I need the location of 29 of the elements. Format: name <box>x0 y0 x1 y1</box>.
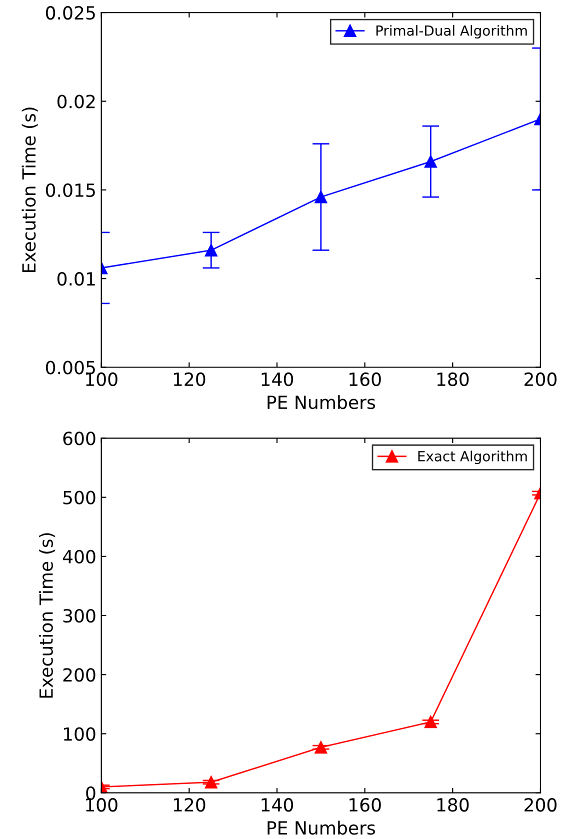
x-tick-label: 120 <box>174 798 206 812</box>
x-tick-label: 100 <box>86 798 118 812</box>
x-tick-label: 100 <box>86 372 118 386</box>
y-tick-label: 500 <box>63 490 96 504</box>
legend-label: Exact Algorithm <box>418 450 527 464</box>
y-tick-label: 200 <box>63 668 96 682</box>
y-tick-label: 100 <box>64 727 96 741</box>
y-tick-label: 0.005 <box>46 360 95 374</box>
x-tick-label: 180 <box>437 372 469 386</box>
x-axis-title: PE Numbers <box>268 820 376 835</box>
y-axis-title: Execution Time (s) <box>38 533 56 698</box>
x-axis-title: PE Numbers <box>268 395 376 410</box>
y-tick-label: 0.015 <box>46 183 95 198</box>
x-tick-label: 140 <box>262 372 294 386</box>
x-tick-label: 200 <box>524 372 557 386</box>
y-axis-title: Execution Time (s) <box>22 108 38 272</box>
x-tick-label: 160 <box>350 798 381 812</box>
x-tick-label: 140 <box>262 798 294 812</box>
y-tick-label: 0.02 <box>57 94 95 108</box>
x-tick-label: 160 <box>350 372 381 386</box>
x-tick-label: 180 <box>437 798 469 812</box>
y-tick-label: 0.025 <box>46 6 95 20</box>
legend-label: Primal-Dual Algorithm <box>376 25 527 39</box>
y-tick-label: 400 <box>62 550 96 564</box>
y-tick-label: 0.01 <box>57 272 95 286</box>
y-tick-label: 300 <box>63 608 96 623</box>
x-tick-label: 200 <box>524 798 557 812</box>
x-tick-label: 120 <box>174 372 206 386</box>
y-tick-label: 600 <box>63 432 96 446</box>
